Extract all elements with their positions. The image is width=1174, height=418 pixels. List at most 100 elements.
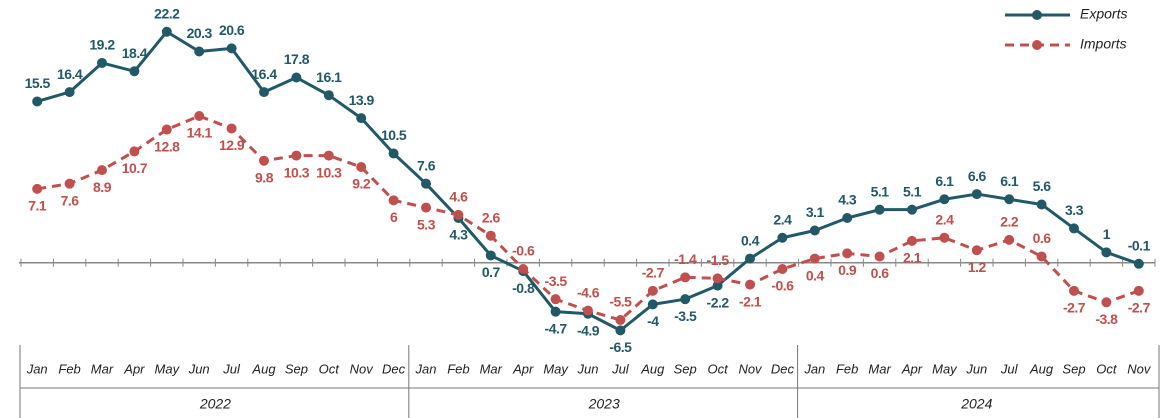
data-point: [809, 253, 820, 264]
data-label: 13.9: [349, 92, 375, 108]
data-point: [64, 178, 75, 189]
data-point: [809, 225, 820, 236]
x-tick-label: Nov: [738, 361, 763, 376]
data-label: 5.6: [1033, 178, 1052, 194]
data-label: 3.1: [806, 204, 825, 220]
data-point: [291, 72, 302, 83]
data-label: 10.7: [122, 160, 148, 176]
data-label: 6.6: [968, 168, 987, 184]
data-point: [388, 148, 399, 159]
data-label: 6: [390, 209, 398, 225]
data-point: [518, 263, 529, 274]
data-label: 5.1: [871, 183, 890, 199]
data-label: 15.5: [25, 75, 51, 91]
group-label: 2023: [588, 396, 620, 412]
data-label: 16.1: [316, 69, 342, 85]
x-tick-label: May: [155, 361, 181, 376]
data-label: 2.4: [773, 211, 792, 227]
x-tick-label: Dec: [382, 361, 406, 376]
group-label: 2022: [199, 396, 231, 412]
data-point: [712, 280, 723, 291]
legend-label: Imports: [1080, 36, 1127, 52]
data-point: [550, 294, 561, 305]
data-point: [777, 232, 788, 243]
data-point: [583, 305, 593, 316]
x-tick-label: May: [932, 361, 958, 376]
data-label: 10.3: [284, 164, 310, 180]
data-label: 4.3: [838, 192, 857, 208]
data-label: -2.7: [1128, 300, 1151, 316]
data-label: -2.2: [707, 294, 730, 310]
data-point: [745, 253, 755, 264]
data-label: 3.3: [1065, 202, 1084, 218]
x-tick-label: Dec: [771, 361, 795, 376]
group-label: 2024: [960, 396, 992, 412]
x-tick-label: Oct: [707, 361, 729, 376]
data-label: -5.5: [609, 294, 632, 310]
data-point: [194, 111, 205, 122]
data-point: [1004, 234, 1015, 245]
data-label: 20.3: [187, 25, 213, 41]
data-point: [97, 165, 107, 176]
data-point: [32, 183, 43, 194]
data-label: 0.4: [806, 267, 825, 283]
data-point: [485, 250, 496, 261]
legend-label: Exports: [1080, 6, 1127, 22]
x-tick-label: Jun: [188, 361, 210, 376]
x-tick-label: Mar: [868, 361, 891, 376]
data-label: 4.6: [449, 189, 468, 205]
data-label: 12.8: [154, 138, 180, 154]
data-label: 2.2: [1000, 214, 1019, 230]
data-label: 12.9: [219, 137, 245, 153]
data-point: [971, 189, 982, 200]
x-tick-label: Jan: [803, 361, 825, 376]
x-tick-label: Jun: [577, 361, 599, 376]
data-label: -0.6: [512, 243, 535, 259]
legend-marker: [1032, 40, 1042, 50]
x-tick-label: Feb: [447, 361, 469, 376]
data-label: -6.5: [609, 339, 632, 355]
data-label: 18.4: [122, 45, 148, 61]
x-tick-label: May: [543, 361, 569, 376]
data-label: 8.9: [93, 179, 112, 195]
x-tick-label: Sep: [1062, 361, 1085, 376]
data-label: -2.1: [739, 293, 762, 309]
data-label: 20.6: [219, 22, 245, 38]
data-label: 1: [1103, 226, 1111, 242]
data-label: 0.6: [871, 265, 890, 281]
data-point: [129, 66, 140, 77]
x-tick-label: Mar: [91, 361, 114, 376]
data-label: 6.1: [935, 173, 954, 189]
data-label: 16.4: [57, 66, 83, 82]
data-point: [874, 251, 885, 262]
data-point: [1069, 285, 1079, 296]
data-point: [388, 195, 399, 206]
data-point: [777, 263, 788, 274]
data-point: [161, 26, 172, 37]
data-label: -0.6: [771, 278, 794, 294]
data-label: 0.6: [1033, 230, 1052, 246]
data-point: [615, 314, 626, 325]
data-point: [356, 162, 367, 173]
data-point: [323, 90, 334, 101]
data-point: [907, 235, 917, 246]
data-point: [485, 230, 496, 241]
data-point: [1133, 285, 1144, 296]
x-tick-label: Oct: [1096, 361, 1118, 376]
data-label: -1.4: [674, 251, 697, 267]
data-label: 5.3: [417, 216, 436, 232]
data-point: [647, 285, 658, 296]
data-point: [161, 124, 172, 135]
data-label: -4: [647, 313, 659, 329]
data-point: [194, 46, 205, 57]
data-point: [680, 294, 691, 305]
data-label: 0.9: [838, 262, 857, 278]
data-point: [421, 178, 431, 189]
x-tick-label: Mar: [480, 361, 503, 376]
data-label: 19.2: [89, 37, 115, 53]
data-point: [259, 87, 269, 98]
data-label: -2.7: [1063, 300, 1086, 316]
x-tick-label: Jul: [1000, 361, 1019, 376]
data-point: [97, 57, 107, 68]
data-point: [874, 204, 885, 215]
